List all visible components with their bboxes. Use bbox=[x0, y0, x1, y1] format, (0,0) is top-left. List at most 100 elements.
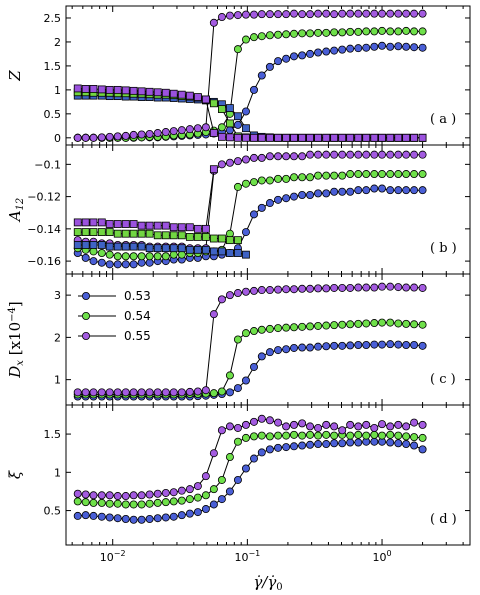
data-point bbox=[354, 340, 363, 349]
data-point-square bbox=[81, 85, 90, 93]
data-point bbox=[233, 11, 242, 20]
data-point bbox=[394, 439, 403, 448]
data-point bbox=[89, 133, 98, 142]
data-point bbox=[346, 9, 355, 18]
data-point bbox=[225, 487, 234, 496]
data-point bbox=[153, 514, 162, 523]
data-point bbox=[121, 252, 130, 261]
data-point bbox=[354, 438, 363, 447]
data-point-square bbox=[290, 133, 298, 142]
data-point-square bbox=[145, 87, 154, 96]
data-point bbox=[354, 430, 363, 439]
data-point-square bbox=[306, 133, 314, 142]
data-point bbox=[137, 491, 146, 500]
data-point bbox=[73, 511, 82, 520]
data-point bbox=[290, 285, 299, 294]
data-point bbox=[97, 512, 106, 521]
data-point-square bbox=[169, 223, 178, 232]
data-point bbox=[402, 170, 411, 179]
data-point bbox=[225, 371, 234, 380]
data-point-square bbox=[193, 233, 202, 241]
data-point bbox=[402, 432, 411, 441]
data-point-square bbox=[105, 85, 114, 94]
data-point-square bbox=[81, 241, 90, 249]
data-point bbox=[298, 152, 307, 161]
data-point bbox=[265, 152, 274, 161]
y-tick-label: 2.5 bbox=[44, 12, 62, 25]
data-point-square bbox=[410, 133, 418, 142]
data-point bbox=[418, 341, 427, 350]
data-point-square bbox=[161, 244, 170, 253]
data-point-square bbox=[242, 124, 250, 133]
y-axis-label: Z bbox=[6, 70, 24, 82]
data-point bbox=[249, 85, 258, 94]
data-point bbox=[378, 420, 387, 429]
panel-frame bbox=[65, 404, 471, 546]
data-point bbox=[249, 327, 258, 336]
series-0.54 bbox=[73, 430, 427, 509]
data-point bbox=[121, 260, 130, 269]
data-point bbox=[386, 430, 395, 439]
data-point bbox=[378, 9, 387, 18]
data-point bbox=[105, 513, 114, 522]
data-point bbox=[338, 283, 347, 292]
y-tick-label: 2 bbox=[54, 331, 61, 344]
data-point bbox=[265, 176, 274, 185]
data-point bbox=[298, 441, 307, 450]
data-point-square bbox=[338, 133, 347, 142]
y-tick-label: 1 bbox=[54, 84, 61, 97]
data-point bbox=[418, 420, 427, 429]
data-point bbox=[322, 284, 331, 293]
data-point-square bbox=[298, 133, 307, 142]
data-point-square bbox=[226, 236, 234, 245]
data-point-square bbox=[193, 224, 202, 233]
data-point bbox=[330, 171, 339, 180]
data-point-square bbox=[185, 245, 194, 254]
data-point bbox=[330, 439, 339, 448]
data-point bbox=[249, 286, 258, 295]
data-point bbox=[225, 11, 234, 20]
data-point bbox=[113, 252, 122, 261]
data-point bbox=[394, 42, 403, 51]
data-point bbox=[225, 422, 234, 431]
data-point bbox=[386, 170, 395, 179]
data-point-square bbox=[209, 247, 218, 256]
legend-label: 0.54 bbox=[124, 309, 151, 323]
data-point bbox=[298, 10, 307, 19]
data-point bbox=[274, 10, 283, 19]
data-point bbox=[177, 486, 186, 495]
panel-b: −0.16 −0.14 −0.12 −0.1 A12 ( b ) bbox=[6, 144, 471, 275]
data-point bbox=[330, 321, 339, 330]
data-point-square bbox=[201, 224, 210, 233]
data-point-square bbox=[250, 133, 258, 142]
data-point bbox=[410, 9, 419, 18]
data-point bbox=[129, 515, 138, 524]
y-axis-label: A12 bbox=[6, 198, 26, 224]
data-point bbox=[290, 152, 299, 161]
data-point bbox=[314, 150, 323, 159]
data-point bbox=[161, 513, 170, 522]
series-squares-5 bbox=[73, 84, 427, 142]
data-point bbox=[137, 130, 146, 139]
data-point bbox=[217, 475, 226, 484]
data-point bbox=[209, 310, 218, 319]
data-point bbox=[362, 43, 371, 52]
data-point bbox=[394, 283, 403, 292]
data-point bbox=[290, 9, 299, 18]
y-axis-label: ξ bbox=[6, 470, 24, 479]
data-point bbox=[314, 431, 323, 440]
data-point bbox=[370, 423, 379, 432]
data-point bbox=[322, 28, 331, 37]
data-point bbox=[217, 13, 226, 22]
data-point bbox=[314, 28, 323, 37]
data-point-square bbox=[145, 229, 154, 238]
data-point-square bbox=[97, 241, 106, 249]
data-point-square bbox=[89, 218, 98, 227]
data-point bbox=[402, 422, 411, 431]
data-point bbox=[225, 229, 234, 238]
data-point bbox=[378, 184, 387, 193]
data-point bbox=[257, 203, 266, 212]
data-point bbox=[410, 433, 419, 442]
series-0.53 bbox=[73, 437, 427, 524]
